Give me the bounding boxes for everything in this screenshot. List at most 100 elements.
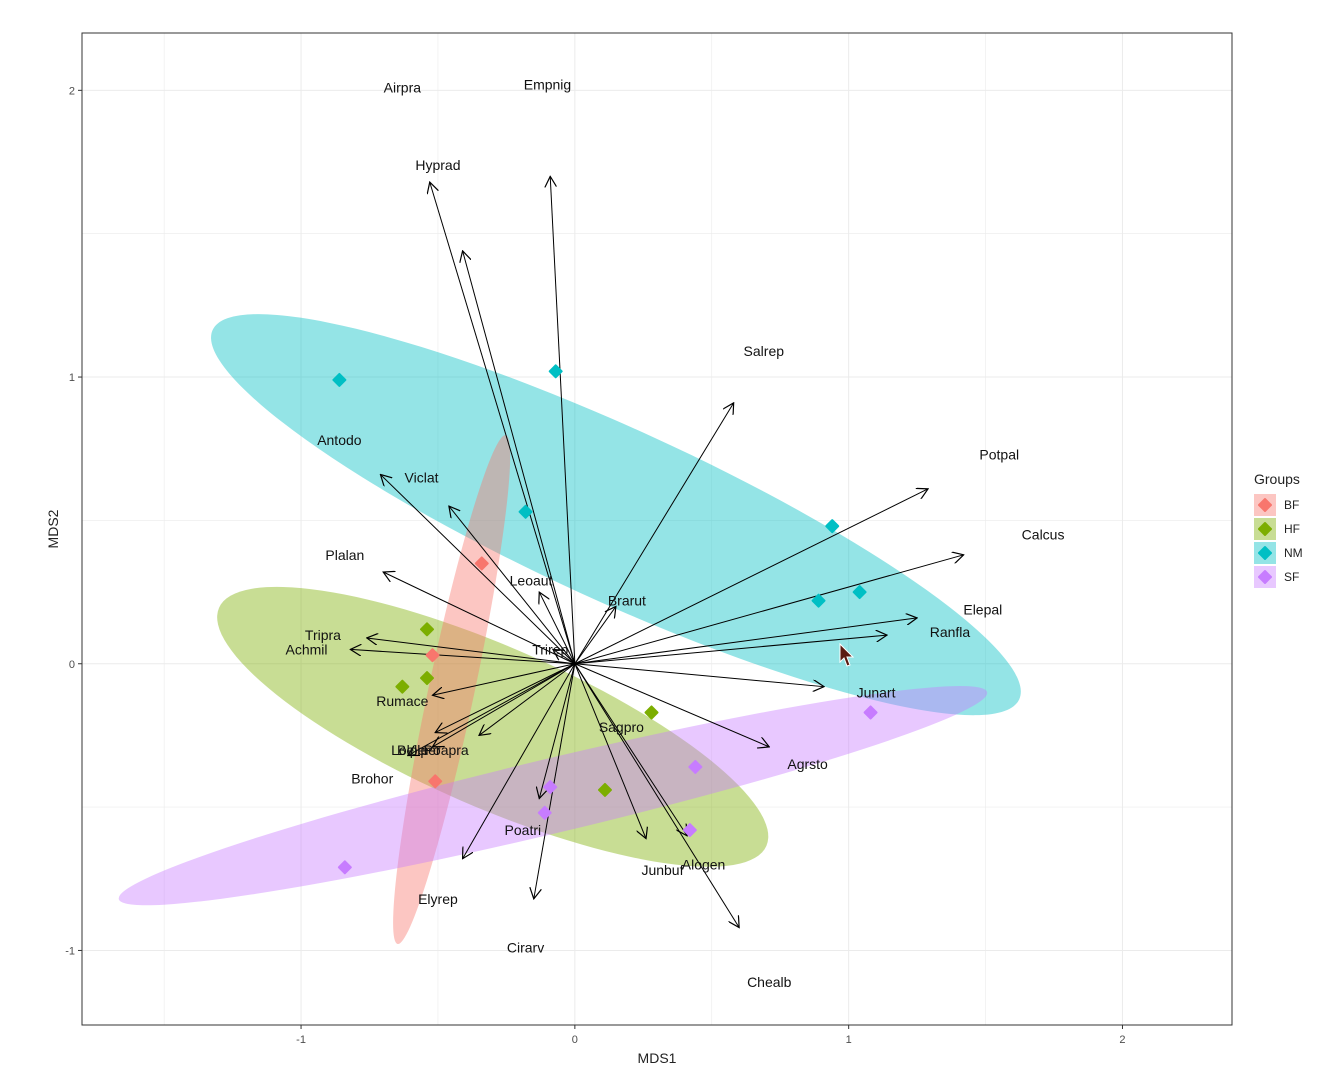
site-point-hf xyxy=(597,782,612,797)
species-vectors xyxy=(350,176,963,927)
site-point-hf xyxy=(395,679,410,694)
site-point-nm xyxy=(825,519,840,534)
species-label-airpra: Airpra xyxy=(384,79,422,95)
species-label-bellper: Bellper xyxy=(397,742,441,758)
species-label-antodo: Antodo xyxy=(317,432,362,448)
species-label-viclat: Viclat xyxy=(405,469,439,485)
mouse-cursor-icon xyxy=(839,642,855,667)
legend-label-hf: HF xyxy=(1284,522,1300,536)
site-point-nm xyxy=(332,372,347,387)
species-arrow xyxy=(574,663,739,928)
site-point-sf xyxy=(682,823,697,838)
site-points xyxy=(332,364,878,875)
site-point-sf xyxy=(537,805,552,820)
panel-border xyxy=(81,32,1233,1026)
species-arrow xyxy=(479,663,576,736)
species-label-salrep: Salrep xyxy=(744,343,785,359)
species-arrow xyxy=(430,182,576,664)
species-label-ranfla: Ranfla xyxy=(930,624,971,640)
x-tick-label: 2 xyxy=(1119,1034,1125,1046)
species-arrow xyxy=(574,489,928,665)
legend-marker-hf xyxy=(1258,522,1272,536)
species-arrow xyxy=(534,663,576,899)
species-label-poapra: Poapra xyxy=(424,742,469,758)
legend-marker-sf xyxy=(1258,570,1272,584)
site-point-hf xyxy=(420,622,434,637)
site-point-hf xyxy=(420,671,434,686)
species-label-empnig: Empnig xyxy=(524,77,571,93)
species-arrow xyxy=(449,506,576,665)
legend-label-bf: BF xyxy=(1284,498,1299,512)
species-label-brohor: Brohor xyxy=(351,770,393,786)
species-label-sagpro: Sagpro xyxy=(599,719,644,735)
site-point-nm xyxy=(811,593,826,608)
species-arrow xyxy=(574,403,734,665)
species-arrow xyxy=(383,572,576,665)
y-axis-title: MDS2 xyxy=(45,509,61,548)
species-arrow xyxy=(574,663,769,747)
species-arrow xyxy=(574,618,917,665)
ellipse-nm xyxy=(211,314,1021,716)
species-arrow xyxy=(550,176,576,664)
y-tick-label: 0 xyxy=(69,659,75,671)
species-label-brarut: Brarut xyxy=(608,593,646,609)
site-point-hf xyxy=(644,705,659,720)
site-point-sf xyxy=(543,780,558,795)
species-label-junbuf: Junbuf xyxy=(641,862,683,878)
species-arrow xyxy=(367,638,575,665)
site-point-nm xyxy=(852,585,867,600)
species-label-potpal: Potpal xyxy=(979,446,1019,462)
species-label-achmil: Achmil xyxy=(286,641,328,657)
species-label-calcus: Calcus xyxy=(1022,527,1065,543)
x-axis-title: MDS1 xyxy=(638,1050,677,1065)
species-label-cirarv: Cirarv xyxy=(507,940,544,956)
species-arrow xyxy=(463,663,576,859)
species-labels: Airpra Empnig Hyprad Salrep Antodo Potpal Vicl… xyxy=(286,77,1065,990)
species-label-poatri: Poatri xyxy=(505,822,542,838)
species-label-lolper: Lolper xyxy=(391,742,430,758)
legend-marker-bf xyxy=(1258,498,1272,512)
species-arrow xyxy=(539,663,576,799)
species-label-chealb: Chealb xyxy=(747,974,792,990)
site-point-bf xyxy=(428,774,443,789)
site-point-sf xyxy=(863,705,878,720)
species-label-elepal: Elepal xyxy=(963,601,1002,617)
species-label-trirep: Trirep xyxy=(532,641,568,657)
y-tick-label: -1 xyxy=(65,945,75,957)
species-arrow xyxy=(435,663,576,733)
legend-label-sf: SF xyxy=(1284,570,1299,584)
site-point-nm xyxy=(548,364,563,379)
site-point-nm xyxy=(518,504,533,519)
legend-label-nm: NM xyxy=(1284,546,1303,560)
legend-title: Groups xyxy=(1254,471,1300,487)
legend-marker-nm xyxy=(1258,546,1272,560)
species-arrow xyxy=(463,251,576,664)
grid-lines xyxy=(82,33,1232,1025)
y-tick-label: 1 xyxy=(69,372,75,384)
species-arrow xyxy=(574,663,824,687)
ellipse-hf xyxy=(217,586,769,867)
x-tick-label: -1 xyxy=(296,1034,306,1046)
species-arrow xyxy=(574,555,964,665)
species-label-plalan: Plalan xyxy=(325,547,364,563)
species-arrow xyxy=(553,649,576,665)
species-label-leoaut: Leoaut xyxy=(510,573,553,589)
species-label-alogen: Alogen xyxy=(682,856,726,872)
species-arrow xyxy=(350,649,575,665)
x-tick-label: 0 xyxy=(572,1034,578,1046)
species-label-junart: Junart xyxy=(857,684,896,700)
species-arrow xyxy=(574,663,646,839)
species-arrow xyxy=(574,663,687,836)
site-point-sf xyxy=(688,759,703,774)
species-label-tripra: Tripra xyxy=(305,627,341,643)
species-arrow xyxy=(539,592,576,664)
site-point-sf xyxy=(337,860,352,875)
site-point-bf xyxy=(425,648,440,663)
species-label-agrsto: Agrsto xyxy=(787,756,828,772)
species-label-rumace: Rumace xyxy=(376,693,428,709)
site-point-bf xyxy=(474,556,489,571)
species-label-hyprad: Hyprad xyxy=(415,157,460,173)
axes: -1 0 1 2 -1 0 1 2 MDS1 MDS2 xyxy=(45,85,1126,1065)
y-tick-label: 2 xyxy=(69,85,75,97)
